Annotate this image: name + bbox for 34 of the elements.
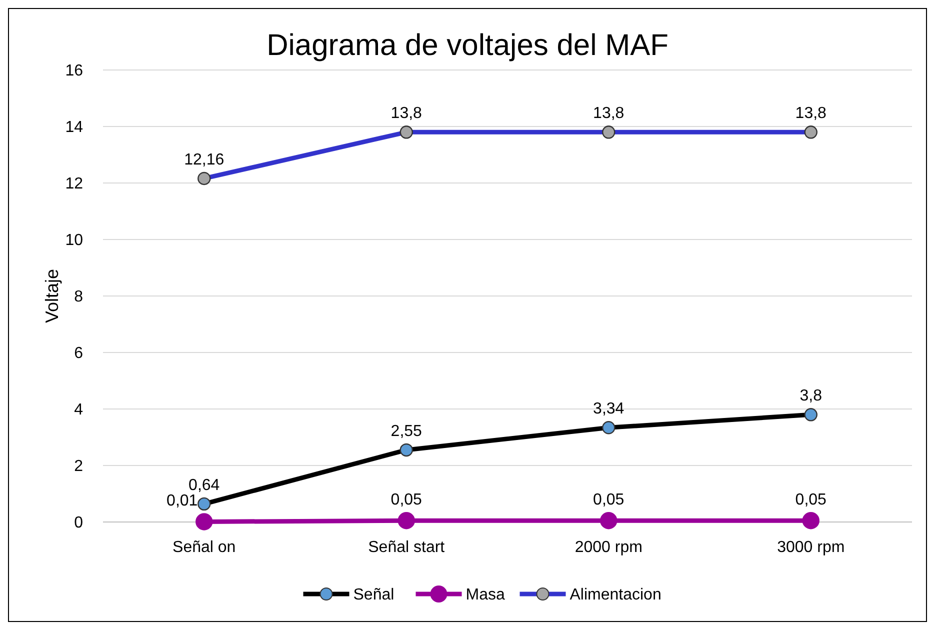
y-tick-label: 12: [65, 176, 84, 193]
y-tick-label: 2: [74, 458, 84, 476]
y-tick-label: 8: [74, 288, 84, 306]
data-label: 13,8: [593, 105, 624, 122]
x-tick-label: Señal start: [368, 539, 446, 556]
y-tick-label: 4: [74, 402, 84, 419]
point: [802, 512, 820, 530]
x-tick-label: 3000 rpm: [777, 539, 845, 556]
chart-title: Diagrama de voltajes del MAF: [266, 29, 668, 62]
y-tick-label: 0: [74, 514, 84, 532]
data-label: 3,8: [800, 388, 822, 405]
y-tick-label: 14: [65, 119, 84, 136]
legend-label: Alimentacion: [570, 586, 662, 604]
point: [398, 512, 415, 530]
point: [196, 513, 213, 530]
data-label: 13,8: [795, 105, 827, 122]
data-label: 0,64: [188, 476, 220, 494]
y-axis-title: Voltaje: [42, 268, 62, 324]
data-label: 0,05: [795, 492, 827, 509]
y-tick-label: 16: [65, 62, 84, 80]
point: [600, 512, 618, 530]
legend-label: Señal: [353, 586, 394, 604]
data-label: 13,8: [390, 105, 422, 122]
x-tick-label: Señal on: [172, 539, 236, 556]
data-label: 0,05: [593, 492, 624, 509]
data-label: 12,16: [184, 151, 224, 168]
data-label: 0,05: [390, 492, 422, 509]
y-tick-label: 10: [65, 232, 84, 250]
data-label: 0,01: [166, 492, 198, 510]
legend-label: Masa: [466, 586, 505, 604]
data-label: 2,55: [390, 422, 422, 440]
data-label: 3,34: [593, 400, 624, 418]
y-tick-label: 6: [74, 345, 84, 362]
x-tick-label: 2000 rpm: [574, 539, 642, 556]
